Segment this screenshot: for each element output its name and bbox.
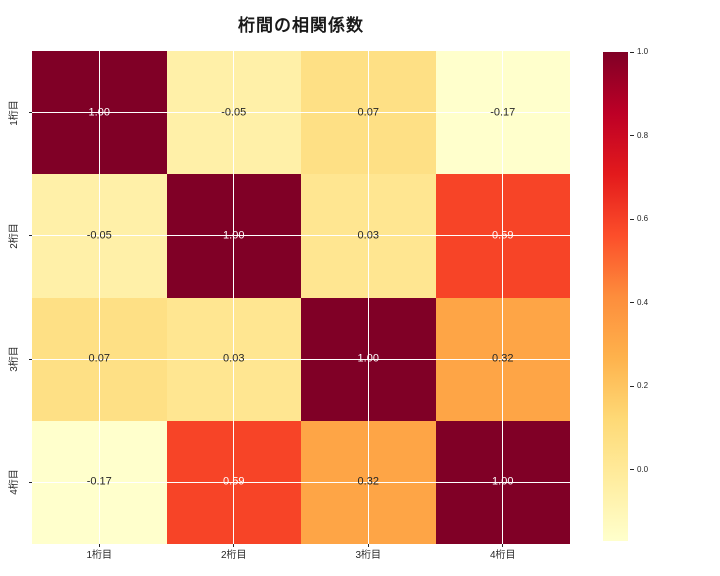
colorbar-area: 1.0 0.8 0.6 0.4 0.2 0.0	[603, 48, 663, 541]
colorbar-tick-label: 1.0	[637, 47, 649, 56]
x-tick-label: 1桁目	[86, 550, 113, 561]
y-tick-mark	[29, 235, 32, 237]
y-tick-label: 3桁目	[9, 346, 20, 372]
heatmap-cell	[435, 51, 570, 175]
heatmap-cell	[166, 174, 301, 298]
colorbar	[603, 52, 628, 541]
heatmap-cell	[166, 297, 301, 421]
heatmap-cell	[32, 51, 167, 175]
heatmap-cell	[301, 297, 436, 421]
heatmap-plot: 1.00 -0.05 0.07 -0.17 -0.05 1.00 0.03 0.59 0.07 0…	[32, 51, 570, 544]
x-tick-label: 4桁目	[489, 550, 516, 561]
y-axis: 1桁目 2桁目 3桁目 4桁目	[0, 51, 32, 544]
heatmap-cell	[32, 297, 167, 421]
heatmap-cell	[301, 51, 436, 175]
x-tick-label: 3桁目	[355, 550, 382, 561]
colorbar-tick-mark	[630, 385, 634, 387]
colorbar-tick-label: 0.6	[637, 214, 649, 224]
x-tick-label: 2桁目	[220, 550, 247, 561]
colorbar-tick-mark	[630, 51, 634, 53]
heatmap-cell	[32, 174, 167, 298]
colorbar-tick-label: 0.8	[637, 130, 649, 140]
y-tick-mark	[29, 481, 32, 483]
heatmap-cell	[32, 420, 167, 544]
chart-title: 桁間の相関係数	[238, 16, 364, 35]
colorbar-tick-mark	[630, 302, 634, 304]
y-tick-label: 2桁目	[9, 223, 20, 249]
heatmap-cell	[435, 174, 570, 298]
colorbar-tick-mark	[630, 218, 634, 220]
colorbar-tick-mark	[630, 469, 634, 471]
heatmap-grid	[32, 51, 570, 544]
colorbar-tick-label: 0.2	[637, 381, 649, 391]
x-tick-mark	[98, 544, 100, 547]
x-tick-mark	[502, 544, 504, 547]
y-tick-mark	[29, 358, 32, 360]
heatmap-cell	[166, 420, 301, 544]
colorbar-tick-mark	[630, 135, 634, 137]
colorbar-tick-label: 0.0	[637, 464, 649, 474]
colorbar-tick-label: 0.4	[637, 297, 649, 307]
y-tick-label: 1桁目	[9, 99, 20, 126]
y-tick-mark	[29, 112, 32, 114]
heatmap-cell	[166, 51, 301, 175]
heatmap-cell	[301, 420, 436, 544]
x-tick-mark	[233, 544, 235, 547]
y-tick-label: 4桁目	[9, 469, 20, 496]
x-tick-mark	[367, 544, 369, 547]
heatmap-cell	[301, 174, 436, 298]
heatmap-cell	[435, 420, 570, 544]
x-axis: 1桁目 2桁目 3桁目 4桁目	[32, 544, 570, 570]
heatmap-cell	[435, 297, 570, 421]
